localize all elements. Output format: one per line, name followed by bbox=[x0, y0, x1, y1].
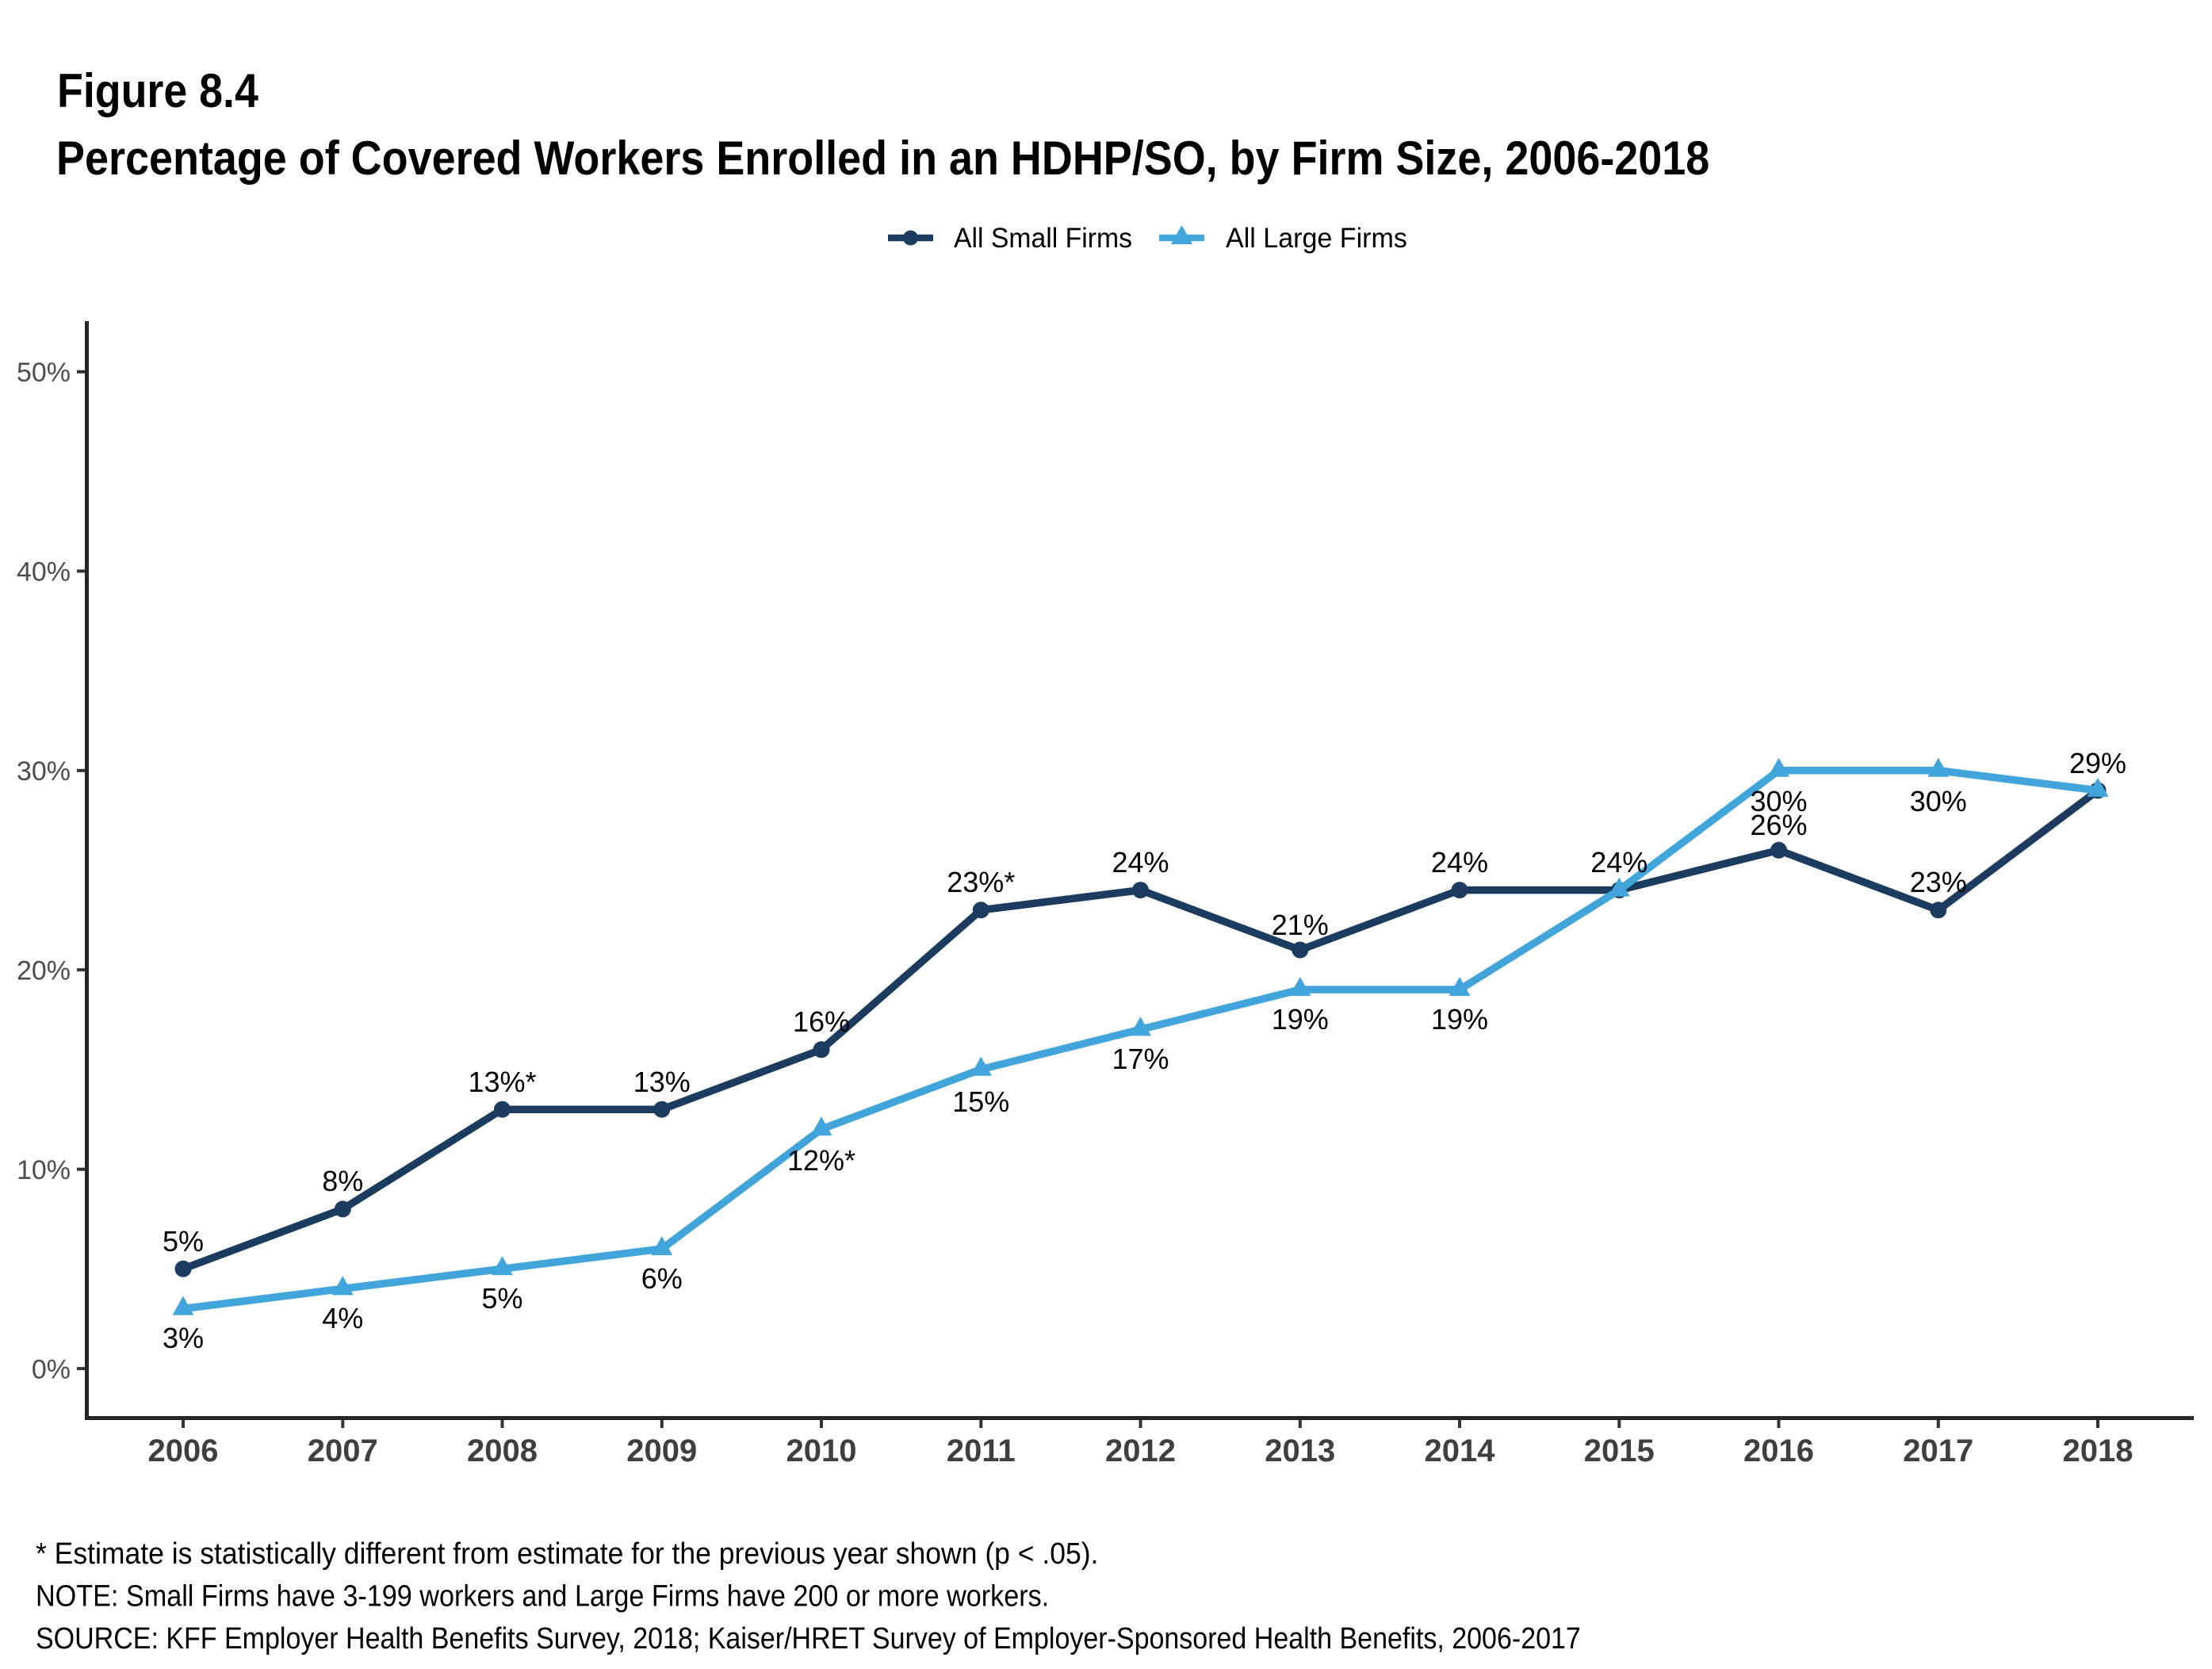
svg-text:5%: 5% bbox=[163, 1225, 204, 1257]
svg-text:2017: 2017 bbox=[1903, 1434, 1973, 1468]
svg-text:50%: 50% bbox=[17, 358, 71, 388]
svg-text:NOTE: Small Firms have 3-199 w: NOTE: Small Firms have 3-199 workers and… bbox=[36, 1579, 1049, 1613]
svg-text:15%: 15% bbox=[952, 1085, 1009, 1118]
svg-text:Percentage of Covered Workers: Percentage of Covered Workers Enrolled i… bbox=[56, 132, 1709, 185]
svg-text:5%: 5% bbox=[481, 1282, 522, 1315]
svg-text:12%*: 12%* bbox=[787, 1144, 855, 1177]
svg-text:2016: 2016 bbox=[1743, 1434, 1814, 1468]
svg-text:13%*: 13%* bbox=[468, 1066, 536, 1098]
svg-text:16%: 16% bbox=[793, 1005, 850, 1038]
svg-text:2014: 2014 bbox=[1425, 1434, 1496, 1468]
svg-text:2006: 2006 bbox=[148, 1434, 219, 1468]
svg-text:SOURCE: KFF Employer Health Be: SOURCE: KFF Employer Health Benefits Sur… bbox=[36, 1621, 1581, 1655]
svg-text:2008: 2008 bbox=[467, 1434, 538, 1468]
svg-text:All Large Firms: All Large Firms bbox=[1226, 224, 1407, 255]
svg-text:2011: 2011 bbox=[947, 1434, 1016, 1468]
svg-text:29%: 29% bbox=[2069, 747, 2126, 779]
svg-text:8%: 8% bbox=[322, 1165, 363, 1197]
svg-text:2012: 2012 bbox=[1105, 1434, 1176, 1468]
svg-text:2007: 2007 bbox=[308, 1434, 378, 1468]
svg-text:23%*: 23%* bbox=[947, 866, 1015, 898]
svg-text:10%: 10% bbox=[17, 1155, 71, 1185]
svg-text:30%: 30% bbox=[17, 756, 71, 787]
svg-text:17%: 17% bbox=[1112, 1043, 1169, 1075]
svg-text:2013: 2013 bbox=[1265, 1434, 1335, 1468]
svg-text:20%: 20% bbox=[17, 955, 71, 986]
svg-text:30%: 30% bbox=[1750, 785, 1807, 817]
svg-text:26%: 26% bbox=[1750, 809, 1807, 841]
svg-text:19%: 19% bbox=[1272, 1003, 1329, 1035]
svg-text:13%: 13% bbox=[633, 1066, 691, 1098]
svg-text:40%: 40% bbox=[17, 557, 71, 588]
svg-text:2018: 2018 bbox=[2063, 1434, 2134, 1468]
svg-text:21%: 21% bbox=[1272, 909, 1329, 941]
svg-text:2015: 2015 bbox=[1584, 1434, 1655, 1468]
svg-text:6%: 6% bbox=[641, 1262, 683, 1295]
svg-text:23%: 23% bbox=[1910, 866, 1967, 898]
svg-text:2010: 2010 bbox=[786, 1434, 857, 1468]
svg-text:2009: 2009 bbox=[626, 1434, 697, 1468]
svg-text:24%: 24% bbox=[1590, 846, 1648, 879]
svg-text:30%: 30% bbox=[1910, 785, 1967, 817]
svg-text:0%: 0% bbox=[32, 1354, 71, 1384]
svg-text:All Small Firms: All Small Firms bbox=[954, 223, 1132, 254]
svg-text:3%: 3% bbox=[163, 1322, 204, 1354]
svg-text:24%: 24% bbox=[1112, 846, 1169, 879]
svg-text:Figure 8.4: Figure 8.4 bbox=[57, 64, 258, 117]
svg-text:24%: 24% bbox=[1431, 846, 1488, 879]
svg-text:19%: 19% bbox=[1431, 1003, 1488, 1035]
svg-text:* Estimate is statistically di: * Estimate is statistically different fr… bbox=[36, 1537, 1098, 1570]
svg-text:4%: 4% bbox=[322, 1302, 363, 1334]
